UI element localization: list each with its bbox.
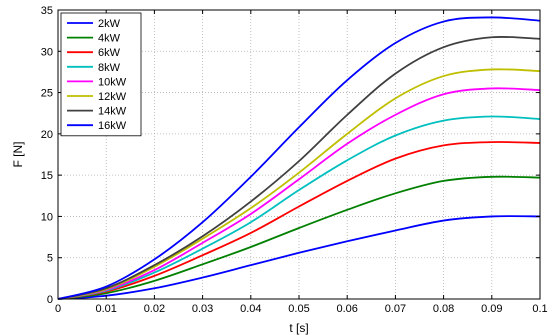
x-tick-label: 0.01 (95, 303, 116, 315)
legend-label: 10kW (98, 76, 127, 88)
legend-label: 16kW (98, 120, 127, 132)
x-tick-label: 0.02 (144, 303, 165, 315)
series-line-14kW (57, 35, 541, 300)
series-line-16kW (57, 16, 541, 300)
y-tick-label: 20 (41, 129, 53, 141)
legend: 2kW 4kW 6kW 8kW 10kW 12kW 14kW 16kW (60, 12, 142, 137)
axis-ticks: 0 0.01 0.02 0.03 0.04 0.05 0.06 0.07 0.08 0.09 0.1… (41, 5, 548, 315)
x-tick-label: 0.08 (433, 303, 454, 315)
series-lines (57, 16, 541, 300)
x-tick-label: 0.03 (192, 303, 213, 315)
x-tick-label: 0 (55, 303, 61, 315)
x-tick-label: 0.04 (240, 303, 261, 315)
y-tick-label: 10 (41, 211, 53, 223)
series-line-2kW (57, 215, 541, 300)
y-tick-label: 0 (47, 294, 53, 306)
legend-box (60, 12, 142, 137)
y-tick-label: 15 (41, 170, 53, 182)
y-tick-label: 35 (41, 5, 53, 17)
series-line-10kW (57, 87, 541, 300)
x-tick-label: 0.06 (336, 303, 357, 315)
x-tick-label: 0.1 (532, 303, 547, 315)
series-line-6kW (57, 141, 541, 300)
y-tick-label: 5 (47, 253, 53, 265)
legend-label: 14kW (98, 106, 127, 118)
grid (58, 10, 540, 299)
legend-label: 4kW (98, 33, 121, 45)
x-tick-label: 0.05 (288, 303, 309, 315)
y-axis-label: F [N] (11, 142, 25, 168)
legend-label: 6kW (98, 47, 121, 59)
x-tick-label: 0.09 (481, 303, 502, 315)
legend-label: 12kW (98, 91, 127, 103)
x-tick-label: 0.07 (385, 303, 406, 315)
y-tick-label: 25 (41, 88, 53, 100)
legend-label: 2kW (98, 18, 121, 30)
series-line-12kW (57, 68, 541, 300)
series-line-8kW (57, 115, 541, 300)
x-axis-label: t [s] (289, 321, 308, 335)
y-tick-label: 30 (41, 46, 53, 58)
legend-label: 8kW (98, 62, 121, 74)
series-line-4kW (57, 175, 541, 300)
